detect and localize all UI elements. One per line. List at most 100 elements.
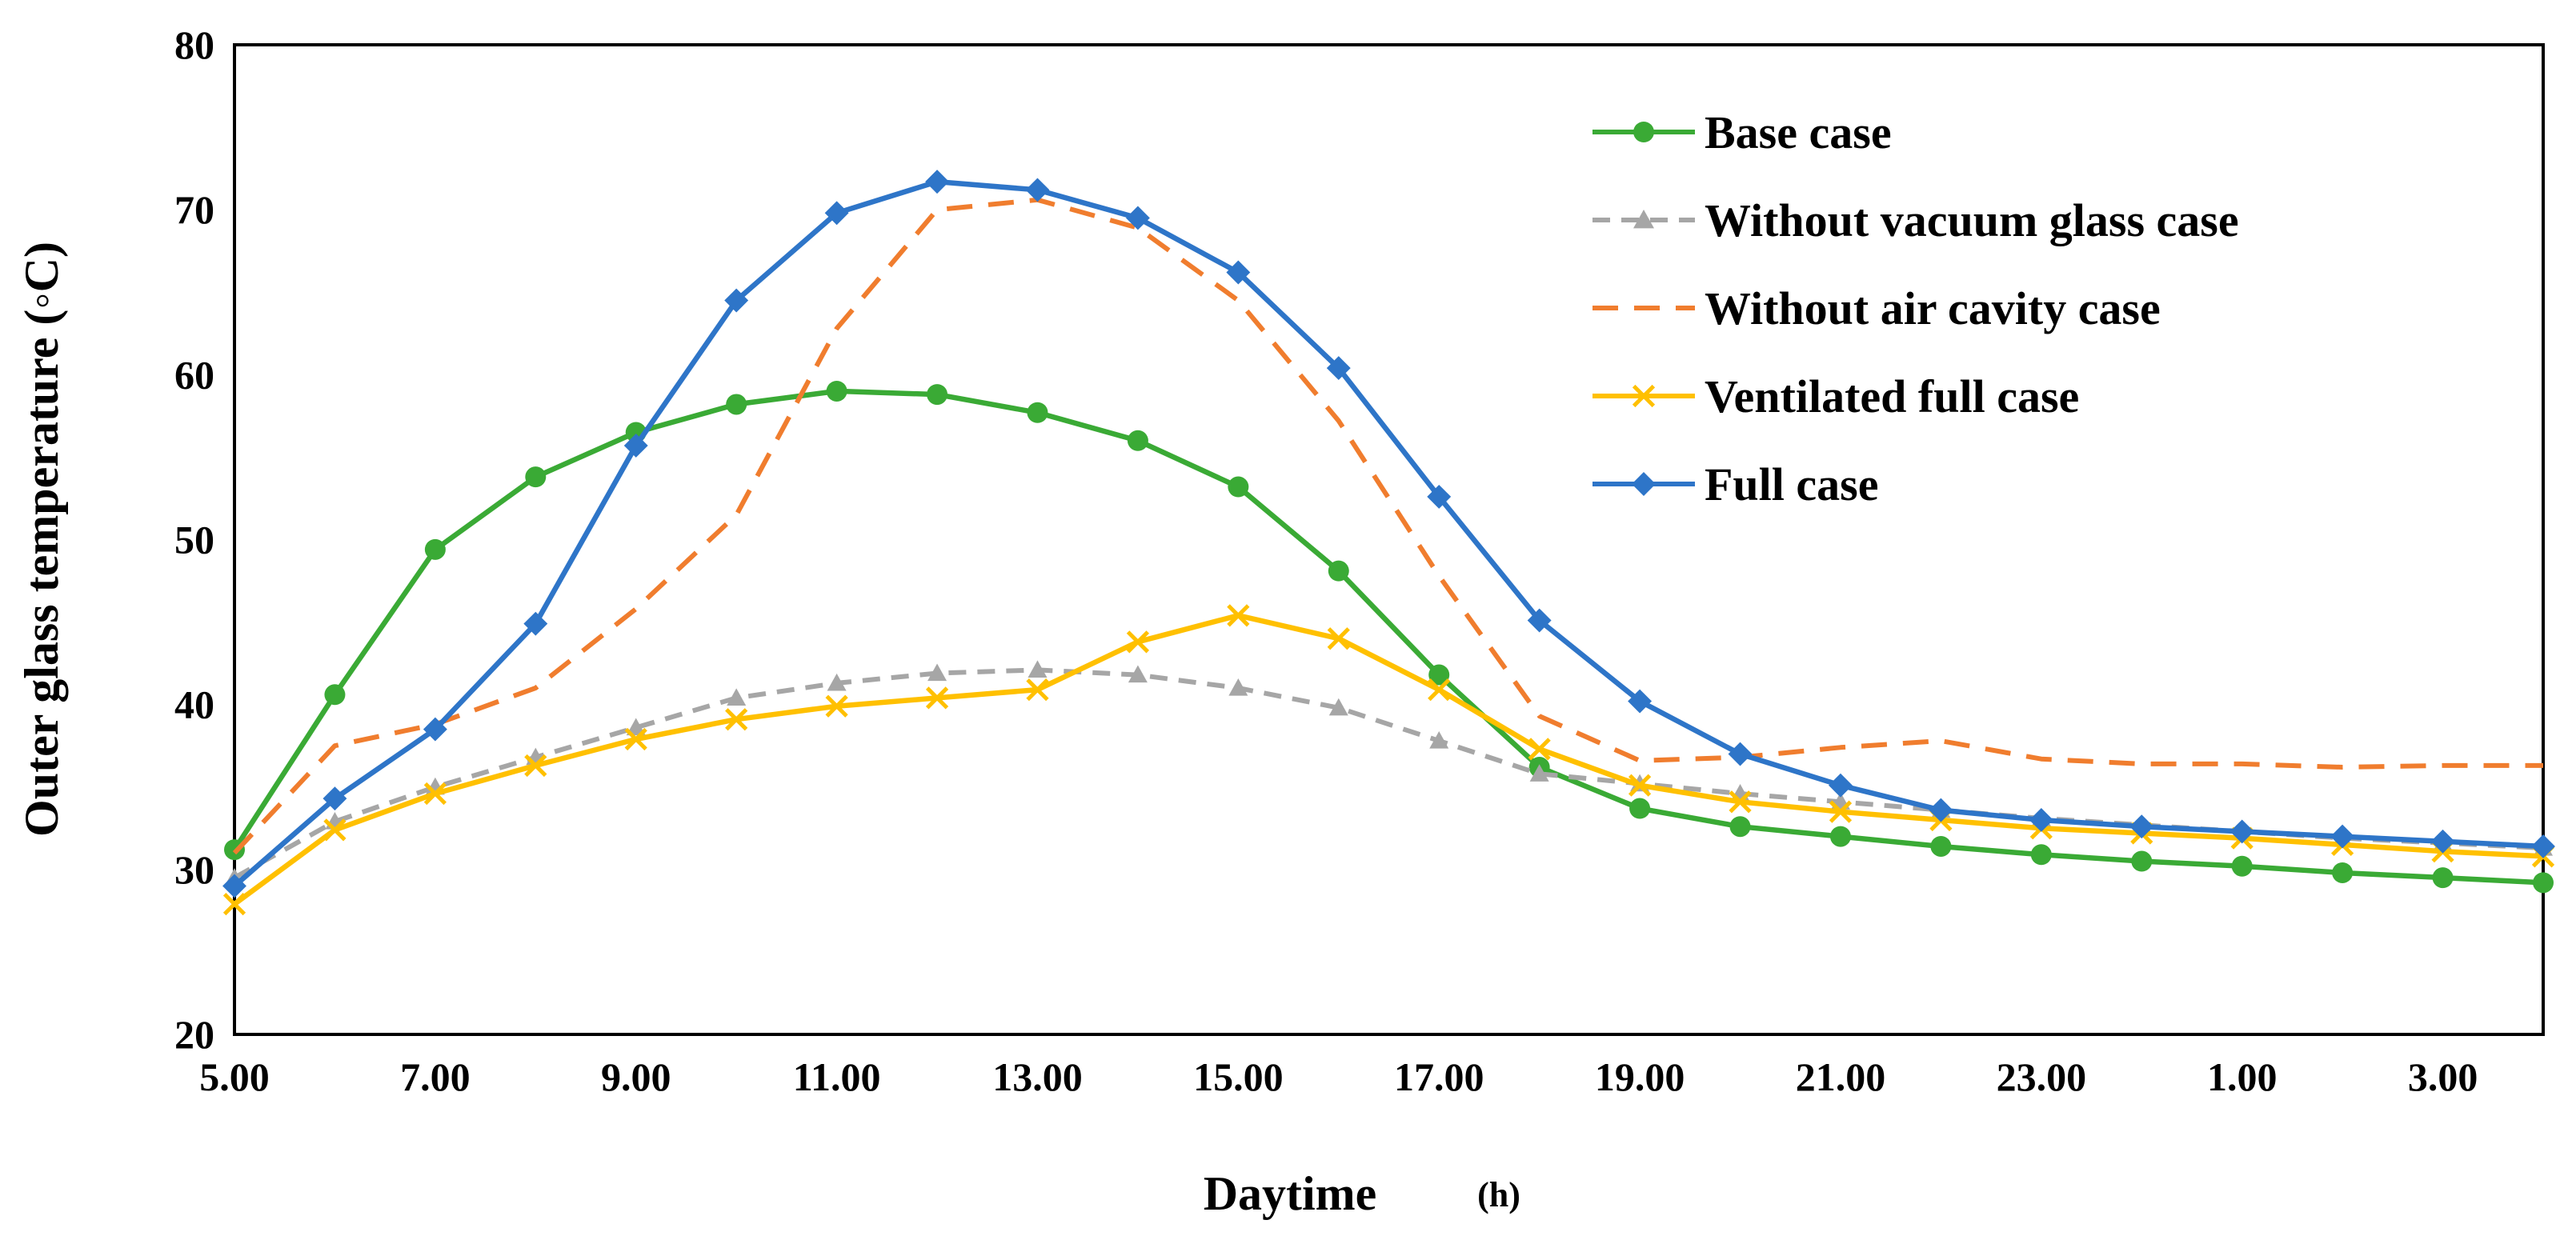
- data-point: [925, 686, 949, 710]
- series-line-base-case: [232, 388, 2544, 886]
- data-point: [1429, 731, 1449, 749]
- data-point: [222, 874, 246, 898]
- data-point: [927, 663, 947, 682]
- data-point: [1428, 664, 1450, 686]
- data-point: [2330, 824, 2355, 849]
- legend-label: Ventilated full case: [1705, 370, 2079, 422]
- legend-item-base-case: Base case: [1592, 106, 1892, 158]
- data-point: [724, 288, 749, 313]
- data-point: [524, 754, 547, 778]
- data-point: [1025, 178, 1050, 202]
- data-point: [2029, 808, 2053, 832]
- data-point: [1528, 738, 1551, 761]
- legend-label: Full case: [1705, 458, 1878, 510]
- data-point: [2533, 872, 2554, 894]
- data-point: [1629, 798, 1651, 819]
- data-point: [1929, 798, 1953, 822]
- series-full-case: [222, 170, 2555, 898]
- data-point: [2432, 867, 2454, 889]
- x-tick-label: 5.00: [199, 1054, 270, 1099]
- y-tick-label: 70: [174, 187, 214, 232]
- data-point: [424, 538, 446, 560]
- y-axis-title: Outer glass temperature (◦C): [15, 242, 68, 837]
- data-point: [1128, 665, 1148, 683]
- legend-item-without-air-cavity-case: Without air cavity case: [1592, 282, 2161, 334]
- y-tick-label: 80: [174, 22, 214, 67]
- legend-marker: [1632, 472, 1656, 496]
- y-tick-label: 50: [174, 518, 214, 562]
- data-point: [2129, 814, 2154, 839]
- x-tick-label: 19.00: [1595, 1054, 1685, 1099]
- data-point: [1326, 356, 1351, 381]
- data-point: [2229, 819, 2254, 844]
- legend-marker: [1633, 122, 1654, 142]
- legend-label: Without air cavity case: [1705, 282, 2161, 334]
- x-tick-label: 7.00: [400, 1054, 471, 1099]
- y-tick-label: 60: [174, 352, 214, 397]
- data-point: [1228, 476, 1249, 498]
- x-tick-label: 3.00: [2408, 1054, 2478, 1099]
- series-layer: [222, 170, 2555, 916]
- data-point: [626, 718, 646, 736]
- data-point: [323, 818, 347, 842]
- data-point: [623, 434, 648, 458]
- x-tick-label: 23.00: [1997, 1054, 2087, 1099]
- series-line-full-case: [232, 178, 2544, 888]
- legend: Base case Without vacuum glass case Withou…: [1592, 106, 2239, 510]
- data-point: [2430, 829, 2455, 854]
- x-tick-label: 11.00: [793, 1054, 881, 1099]
- legend-marker: [1632, 384, 1656, 408]
- data-point: [2131, 850, 2153, 872]
- plot-area: [233, 43, 2545, 1036]
- data-point: [324, 684, 346, 706]
- data-point: [1125, 206, 1150, 230]
- legend-label: Base case: [1705, 106, 1892, 158]
- data-point: [1729, 790, 1752, 814]
- data-point: [1327, 627, 1350, 650]
- data-point: [1227, 604, 1250, 627]
- data-point: [525, 466, 547, 488]
- data-point: [1829, 773, 1853, 798]
- x-tick-label: 13.00: [992, 1054, 1083, 1099]
- y-axis: 20 30 40 50 60 70 80: [174, 22, 214, 1057]
- data-point: [2231, 855, 2253, 877]
- data-point: [423, 717, 447, 742]
- x-axis-unit: (h): [1477, 1175, 1520, 1214]
- series-without-air-cavity-case: [232, 197, 2543, 855]
- data-point: [323, 786, 347, 811]
- x-tick-label: 9.00: [601, 1054, 671, 1099]
- data-point: [1328, 698, 1348, 716]
- data-point: [727, 688, 747, 706]
- data-point: [824, 201, 849, 226]
- data-point: [1028, 660, 1048, 678]
- data-point: [1628, 689, 1653, 714]
- data-point: [1829, 826, 1851, 847]
- series-line-ventilated-full-case: [233, 613, 2544, 906]
- data-point: [825, 694, 848, 718]
- data-point: [423, 782, 447, 806]
- data-point: [1026, 678, 1049, 702]
- data-point: [1628, 774, 1652, 797]
- y-tick-label: 20: [174, 1012, 214, 1057]
- data-point: [222, 893, 246, 916]
- data-point: [827, 673, 847, 691]
- legend-item-full-case: Full case: [1592, 458, 1878, 510]
- y-tick-label: 40: [174, 682, 214, 727]
- data-point: [927, 384, 948, 406]
- data-point: [1027, 402, 1048, 423]
- data-point: [624, 727, 647, 751]
- data-point: [1428, 678, 1451, 702]
- data-point: [2531, 834, 2555, 858]
- data-point: [2030, 844, 2052, 866]
- x-tick-label: 15.00: [1193, 1054, 1284, 1099]
- data-point: [1529, 764, 1549, 782]
- data-point: [925, 170, 949, 194]
- legend-item-without-vacuum-glass-case: Without vacuum glass case: [1592, 194, 2239, 246]
- data-point: [725, 708, 748, 731]
- data-point: [826, 380, 847, 402]
- series-line-without-air-cavity-case: [232, 197, 2543, 855]
- data-point: [1728, 742, 1753, 766]
- y-tick-label: 30: [174, 847, 214, 892]
- data-point: [2332, 862, 2354, 883]
